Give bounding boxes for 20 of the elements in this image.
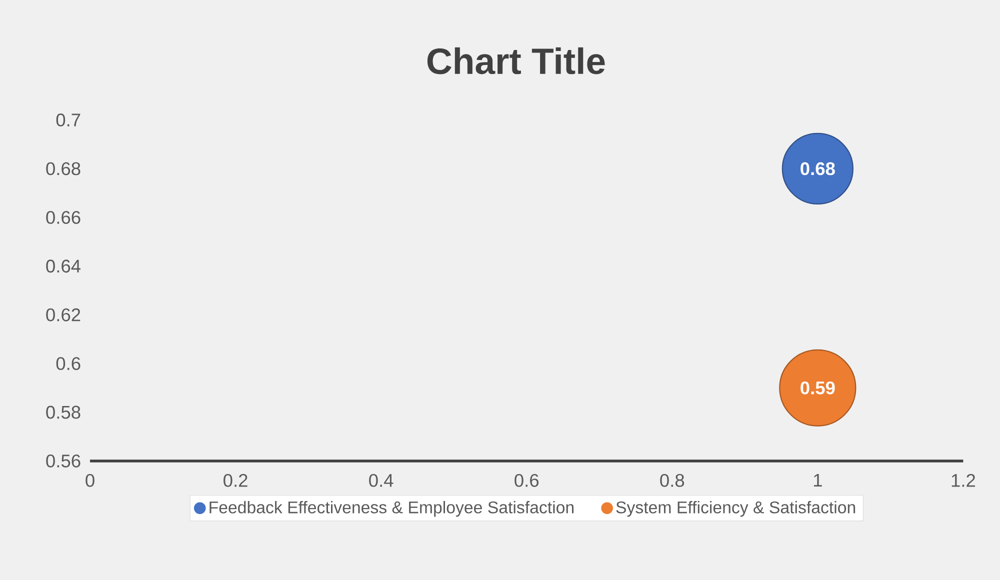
legend-label: System Efficiency & Satisfaction	[616, 501, 856, 517]
x-tick-label: 0.4	[369, 474, 394, 487]
data-label: 0.59	[800, 381, 835, 394]
x-tick-label: 1.2	[952, 474, 975, 487]
legend-label: Feedback Effectiveness & Employee Satisfaction	[210, 501, 574, 517]
y-tick-label: 0.58	[46, 406, 80, 419]
y-tick-label: 0.68	[46, 162, 80, 176]
y-tick-label: 0.62	[46, 308, 80, 322]
data-label: 0.68	[800, 162, 835, 176]
x-tick-label: 0.8	[660, 474, 684, 487]
x-tick-label: 0.2	[224, 474, 248, 487]
y-tick-label: 0.6	[56, 357, 80, 370]
y-tick-label: 0.66	[46, 210, 80, 224]
x-tick-label: 1	[814, 474, 822, 487]
y-tick-label: 0.7	[56, 114, 80, 126]
x-tick-label: 0	[86, 474, 94, 487]
y-tick-label: 0.56	[46, 454, 80, 468]
chart-title: Chart Title	[427, 47, 605, 74]
y-tick-label: 0.64	[46, 260, 81, 273]
x-tick-label: 0.6	[514, 474, 539, 487]
